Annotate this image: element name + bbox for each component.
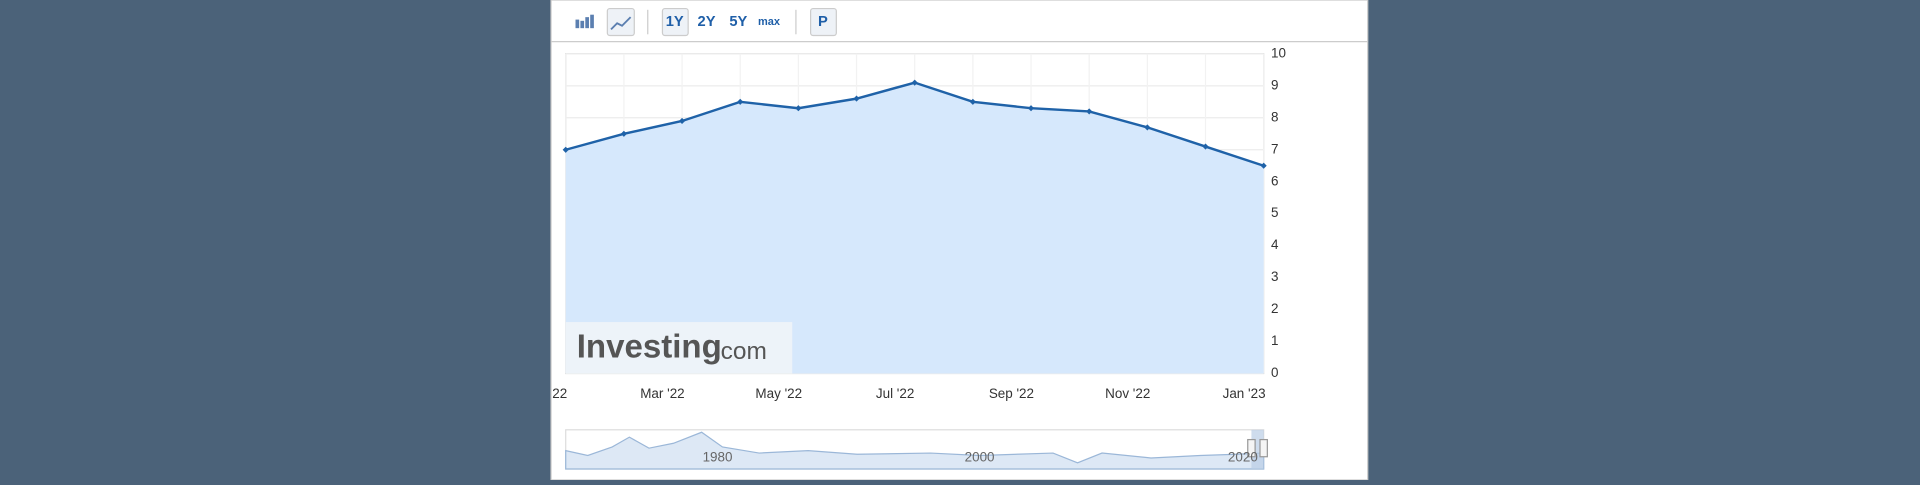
point	[1144, 124, 1151, 131]
navigator-handle[interactable]	[1247, 438, 1256, 458]
point	[969, 98, 976, 105]
y-tick-label: 7	[1271, 141, 1278, 156]
line-icon[interactable]	[606, 7, 635, 37]
navigator-handle[interactable]	[1259, 438, 1268, 458]
watermark-box	[565, 322, 793, 374]
toolbar-button[interactable]: max	[758, 16, 781, 28]
y-tick-label: 9	[1271, 77, 1278, 92]
navigator-label: 2020	[1228, 450, 1258, 465]
button-frame	[810, 7, 837, 37]
toolbar-button[interactable]: P	[818, 14, 828, 30]
y-tick-label: 3	[1271, 269, 1278, 284]
navigator-label: 1980	[703, 450, 733, 465]
series	[562, 79, 1267, 374]
toolbar-button[interactable]: 2Y	[698, 14, 716, 30]
point	[678, 117, 686, 125]
y-tick-label: 5	[1271, 205, 1278, 220]
y-tick-label: 10	[1271, 45, 1286, 60]
navigator-sparkline	[565, 431, 1265, 470]
toolbar-button[interactable]: 5Y	[729, 14, 747, 30]
point	[1202, 143, 1209, 150]
y-tick-label: 2	[1271, 301, 1278, 316]
navigator-label: 2000	[965, 450, 995, 465]
x-tick-label: Sep '22	[989, 386, 1034, 401]
y-tick-label: 6	[1271, 173, 1278, 188]
y-tick-label: 1	[1271, 333, 1278, 348]
button-frame	[661, 7, 689, 37]
x-tick-label: May '22	[755, 386, 802, 401]
point	[853, 95, 860, 102]
toolbar-button[interactable]: 1Y	[666, 14, 684, 30]
x-tick-label: Nov '22	[1105, 386, 1150, 401]
x-tick-label: Mar '22	[640, 386, 684, 401]
bar-icon[interactable]	[575, 14, 594, 29]
y-tick-label: 8	[1271, 109, 1278, 124]
x-tick-label: 22	[552, 386, 567, 401]
watermark-suffix: .com	[714, 338, 767, 365]
navigator: 1980 2000 2020	[565, 429, 1268, 470]
x-tick-label: Jul '22	[876, 386, 914, 401]
point	[1260, 162, 1267, 169]
point	[1086, 108, 1093, 115]
x-tick-label: Jan '23	[1223, 386, 1266, 401]
y-tick-label: 0	[1271, 365, 1278, 380]
watermark-brand: Investing	[577, 329, 722, 366]
y-tick-label: 4	[1271, 237, 1279, 252]
area	[565, 82, 1264, 374]
point	[562, 146, 569, 153]
